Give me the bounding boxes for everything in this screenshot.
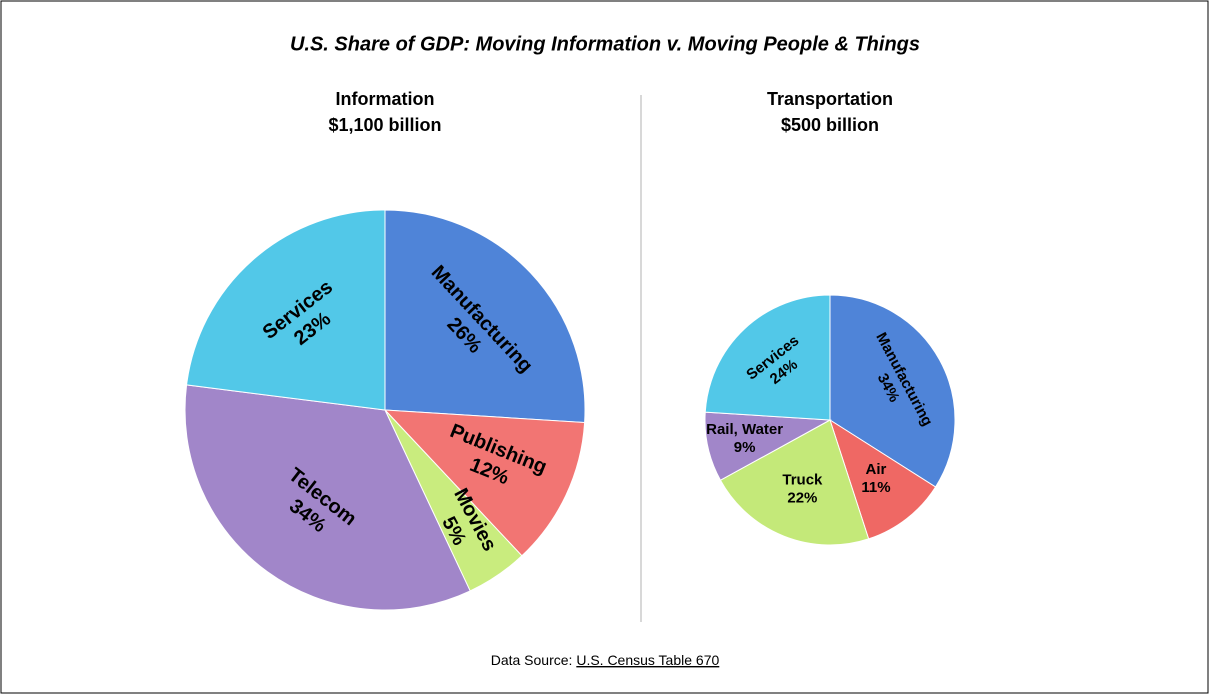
pie-title: Information — [336, 89, 435, 109]
source-link[interactable]: U.S. Census Table 670 — [576, 652, 719, 668]
slice-value: 22% — [787, 490, 817, 507]
pie-slice — [184, 384, 471, 611]
slice-name: Air — [866, 461, 887, 478]
pie-subtitle: $1,100 billion — [328, 115, 441, 135]
slice-name: Truck — [782, 472, 823, 489]
slice-name: Rail, Water — [706, 421, 783, 438]
source-label: Data Source: — [491, 652, 573, 668]
pie-slice — [829, 294, 956, 488]
chart-title: U.S. Share of GDP: Moving Information v.… — [290, 33, 920, 55]
pie-slice — [704, 294, 831, 421]
slice-value: 11% — [861, 479, 890, 496]
pie-slice — [384, 209, 586, 424]
pie-subtitle: $500 billion — [781, 115, 879, 135]
slice-value: 9% — [734, 439, 756, 456]
pie-slice — [186, 209, 386, 411]
pie-slice — [829, 418, 937, 540]
source: Data Source: U.S. Census Table 670 — [491, 652, 720, 668]
pie-slice — [383, 409, 586, 557]
pie-slice — [719, 419, 870, 546]
pie-title: Transportation — [767, 89, 893, 109]
